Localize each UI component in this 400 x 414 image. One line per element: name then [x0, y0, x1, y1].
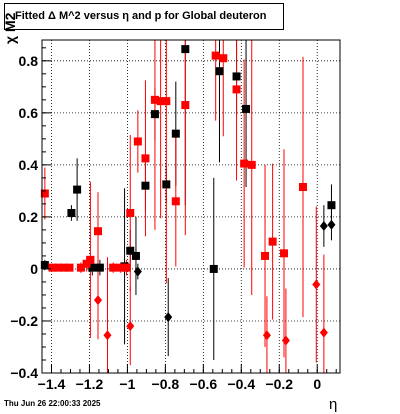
square-marker	[141, 181, 150, 190]
x-tick-label: −1.4	[38, 376, 66, 392]
square-marker	[242, 104, 251, 113]
square-marker	[181, 101, 190, 110]
square-marker	[48, 263, 57, 272]
data-markers	[40, 45, 336, 346]
y-tick-label: 0	[30, 261, 38, 277]
square-marker	[122, 263, 131, 272]
square-marker	[171, 129, 180, 138]
square-marker	[150, 110, 159, 119]
grid-lines	[42, 40, 340, 374]
x-tick-label: −0.4	[227, 376, 255, 392]
square-marker	[232, 72, 241, 81]
y-tick-label: −0.4	[10, 365, 38, 381]
square-marker	[93, 227, 102, 236]
square-marker	[126, 246, 135, 255]
square-marker	[141, 154, 150, 163]
square-marker	[280, 249, 289, 258]
square-marker	[240, 159, 249, 168]
diamond-marker	[319, 221, 328, 232]
x-tick-label: −1	[119, 376, 135, 392]
timestamp-footer: Thu Jun 26 22:00:33 2025	[4, 399, 101, 408]
square-marker	[232, 85, 241, 94]
square-marker	[162, 97, 171, 106]
chart-title-box: Fitted Δ M^2 versus η and p for Global d…	[4, 3, 284, 30]
axis-ticks: −1.4 −1.2 −1 −0.8 −0.6 −0.4 −0.2 0 −0.4 −0.2 0 0.2 0…	[10, 47, 337, 392]
error-bars	[44, 40, 332, 373]
diamond-marker	[103, 330, 112, 341]
y-axis-label: χ M2	[2, 4, 18, 44]
diamond-marker	[281, 335, 290, 346]
square-marker	[219, 54, 228, 63]
diamond-marker	[319, 327, 328, 338]
square-marker	[116, 263, 125, 272]
square-marker	[86, 255, 95, 264]
y-axis-label-text: χ M2	[2, 12, 18, 44]
diamond-marker	[133, 266, 142, 277]
square-marker	[247, 160, 256, 169]
x-tick-label: −0.2	[265, 376, 293, 392]
square-marker	[268, 237, 277, 246]
plot-frame	[41, 39, 341, 374]
square-marker	[162, 180, 171, 189]
square-marker	[215, 67, 224, 76]
square-marker	[76, 263, 85, 272]
square-marker	[131, 251, 140, 260]
square-marker	[65, 263, 74, 272]
square-marker	[133, 137, 142, 146]
square-marker	[40, 261, 49, 270]
x-axis-label: η	[329, 396, 338, 413]
y-tick-label: 0.6	[19, 105, 39, 121]
x-tick-label: −0.6	[190, 376, 218, 392]
square-marker	[54, 263, 63, 272]
square-marker	[181, 45, 190, 54]
diamond-marker	[164, 312, 173, 323]
diamond-marker	[262, 330, 271, 341]
square-marker	[95, 263, 104, 272]
square-marker	[327, 201, 336, 210]
square-marker	[73, 185, 82, 194]
diamond-marker	[126, 321, 135, 332]
square-marker	[261, 251, 270, 260]
x-tick-label: −0.8	[152, 376, 180, 392]
square-marker	[209, 264, 218, 273]
diamond-marker	[312, 279, 321, 290]
square-marker	[171, 197, 180, 206]
square-marker	[40, 189, 49, 198]
square-marker	[109, 263, 118, 272]
square-marker	[298, 182, 307, 191]
square-marker	[59, 263, 68, 272]
diamond-marker	[93, 295, 102, 306]
square-marker	[88, 263, 97, 272]
x-tick-label: 0	[313, 376, 321, 392]
y-tick-label: −0.2	[10, 313, 38, 329]
diamond-marker	[327, 219, 336, 230]
y-tick-label: 0.4	[19, 157, 39, 173]
y-tick-label: 0.8	[19, 53, 39, 69]
chart-title: Fitted Δ M^2 versus η and p for Global d…	[15, 10, 267, 22]
square-marker	[67, 209, 76, 218]
square-marker	[211, 51, 220, 60]
y-tick-label: 0.2	[19, 209, 39, 225]
x-tick-label: −1.2	[76, 376, 104, 392]
square-marker	[150, 95, 159, 104]
square-marker	[156, 97, 165, 106]
square-marker	[126, 209, 135, 218]
